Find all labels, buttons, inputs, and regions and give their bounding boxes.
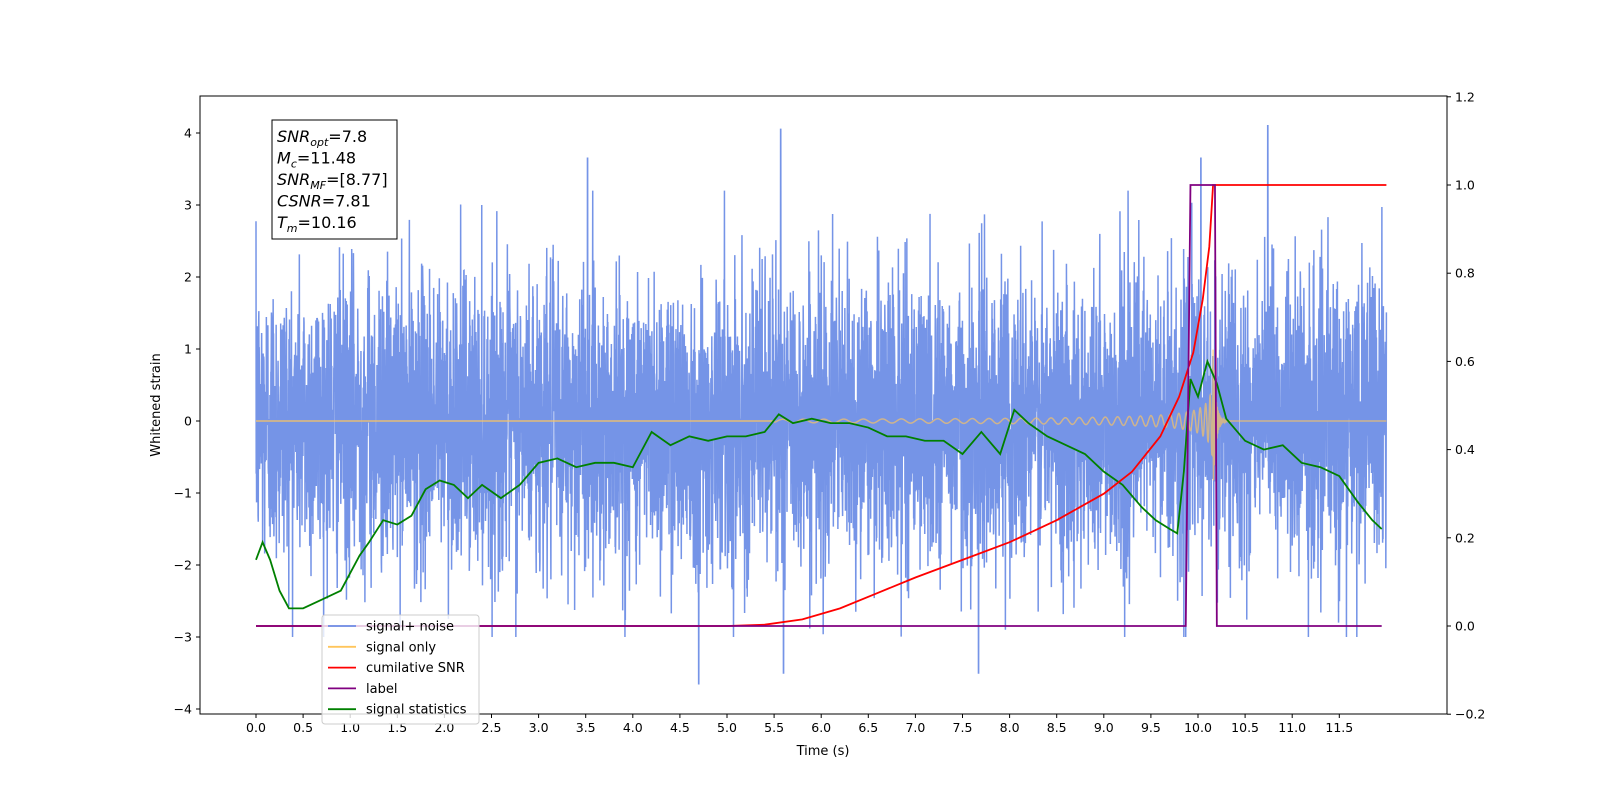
y-right-tick-label: 1.2 [1455,89,1475,104]
y-left-tick-label: 2 [184,270,192,285]
annotation-line: SNRopt=7.8 [277,127,367,149]
x-tick-label: 0.0 [246,720,266,735]
y-left-tick-label: 0 [184,414,192,429]
x-tick-label: 6.5 [858,720,878,735]
annotation-symbol: SNR [277,127,310,146]
y-right-tick-label: 1.0 [1455,178,1475,193]
x-tick-label: 4.0 [623,720,643,735]
x-tick-label: 11.0 [1278,720,1306,735]
x-tick-label: 8.5 [1047,720,1067,735]
legend-label: signal statistics [366,703,467,718]
series-signal-noise [255,125,1388,685]
y-left-tick-label: −2 [174,558,192,573]
x-tick-label: 7.0 [905,720,925,735]
series-signal-only [773,349,1387,481]
x-tick-label: 7.5 [953,720,973,735]
y-left-tick-label: 1 [184,342,192,357]
annotation-line: CSNR=7.81 [277,192,371,211]
x-tick-label: 11.5 [1325,720,1353,735]
x-tick-label: 8.0 [1000,720,1020,735]
annotation-value: =10.16 [298,213,357,232]
annotation-symbol: SNR [277,170,310,189]
y-left-tick-label: −3 [174,630,192,645]
legend-frame [321,614,480,725]
y-left-tick-label: 4 [184,126,192,141]
x-tick-label: 5.0 [717,720,737,735]
x-tick-label: 4.5 [670,720,690,735]
annotation-line: Tm=10.16 [277,213,357,235]
annotation-value: =7.81 [322,192,371,211]
annotation-box: SNRopt=7.8Mc=11.48SNRMF=[8.77]CSNR=7.81T… [271,119,398,240]
annotation-symbol: M [277,149,291,168]
annotation-subscript: MF [310,179,326,192]
legend-label: signal only [366,640,436,655]
annotation-symbol: T [277,213,288,232]
annotation-symbol: CSNR [277,192,322,211]
annotation-value: =[8.77] [326,170,388,189]
legend-label: signal+ noise [366,620,454,635]
y-right-tick-label: 0.6 [1455,354,1475,369]
annotation-value: =7.8 [328,127,367,146]
x-tick-label: 9.0 [1094,720,1114,735]
legend: signal+ noise signal only cumilative SNR la… [321,614,480,725]
series-signal-statistics [255,358,1383,610]
x-tick-label: 2.5 [482,720,502,735]
plot-layer [255,125,1388,685]
y-left-tick-label: 3 [184,198,192,213]
x-tick-label: 3.5 [576,720,596,735]
annotation-line: SNRMF=[8.77] [277,170,388,192]
y-axis-label-left: Whitened strain [149,353,164,456]
y-left-tick-label: −1 [174,486,192,501]
x-tick-label: 10.0 [1184,720,1212,735]
x-tick-label: 0.5 [293,720,313,735]
annotation-line: Mc=11.48 [277,149,356,171]
y-right-tick-label: 0.2 [1455,530,1475,545]
y-right-tick-label: 0.0 [1455,619,1475,634]
y-right-tick-label: 0.4 [1455,442,1475,457]
x-tick-label: 9.5 [1141,720,1161,735]
y-right-tick-label: 0.8 [1455,266,1475,281]
annotation-value: =11.48 [297,149,356,168]
annotation-subscript: c [291,158,297,171]
annotation-subscript: m [287,222,298,235]
x-tick-label: 5.5 [764,720,784,735]
x-tick-label: 6.0 [811,720,831,735]
legend-label: label [366,682,397,697]
annotation-subscript: opt [310,136,329,149]
y-right-tick-label: −0.2 [1455,707,1485,722]
series-label [256,184,1382,627]
plot-frame [199,95,1448,715]
y-left-tick-label: −4 [174,702,192,717]
x-tick-label: 10.5 [1231,720,1259,735]
x-tick-label: 3.0 [529,720,549,735]
series-cumulative-snr [256,184,1387,627]
legend-label: cumilative SNR [366,661,465,676]
x-axis-label: Time (s) [796,744,850,759]
annotation-frame [271,119,398,240]
